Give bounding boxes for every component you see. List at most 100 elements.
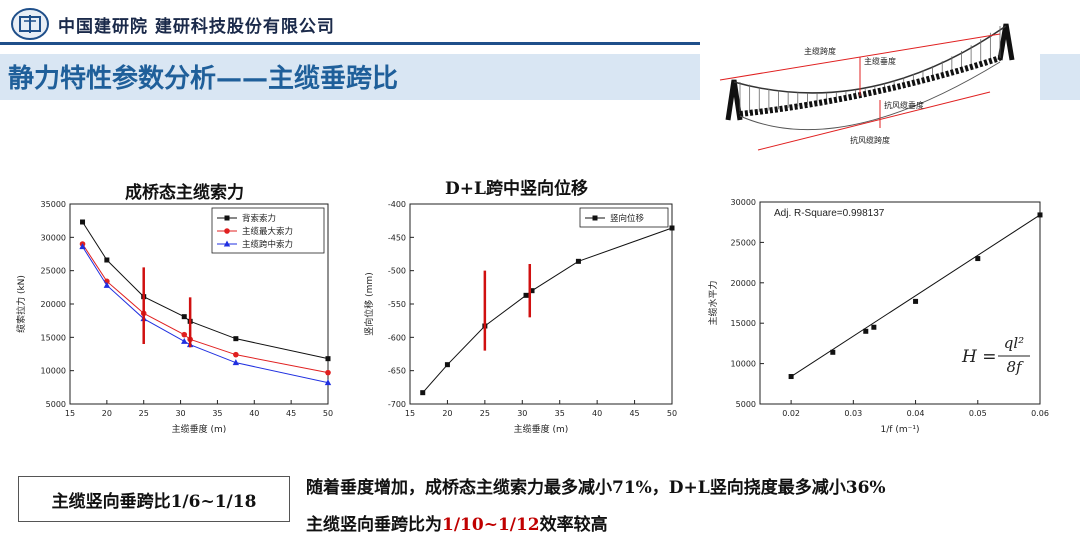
- x-tick-label: 25: [480, 409, 490, 418]
- sag-ratio-box: 主缆竖向垂跨比1/6~1/18: [18, 476, 290, 522]
- data-point: [325, 369, 331, 376]
- data-point: [233, 351, 239, 358]
- x-tick-label: 0.03: [844, 409, 862, 418]
- data-point: [523, 292, 529, 298]
- y-tick-label: 25000: [731, 238, 756, 247]
- data-point: [104, 257, 110, 263]
- chart-vertical-displacement: 15 20 25 30 35 40 45 50 -700 -650 -600 -550 -500 -450…: [363, 200, 677, 435]
- hangers: [739, 26, 1001, 114]
- x-axis-label: 主缆垂度 (m): [172, 423, 227, 435]
- conclusion-prefix: 主缆竖向垂跨比为: [306, 515, 442, 535]
- x-tick-label: 0.05: [969, 409, 987, 418]
- data-point: [232, 359, 240, 366]
- y-tick-label: 5000: [46, 400, 66, 409]
- y-tick-label: 25000: [41, 267, 66, 276]
- legend-box: [579, 207, 669, 228]
- data-point: [913, 298, 919, 304]
- legend-label: 竖向位移: [610, 213, 645, 224]
- data-point: [1037, 212, 1043, 218]
- header: 中国建研院 建研科技股份有限公司 静力特性参数分析——主缆垂跨比: [0, 0, 1080, 120]
- label-main-sag: 主缆垂度: [864, 56, 896, 66]
- fit-line: [790, 214, 1041, 377]
- y-tick-label: 15000: [731, 319, 756, 328]
- chart1-title: 成桥态主缆索力: [125, 183, 244, 203]
- x-tick-label: 45: [286, 409, 296, 418]
- label-wind-span: 抗风缆跨度: [850, 135, 890, 145]
- y-tick-label: -450: [388, 233, 406, 242]
- conclusion-suffix: 效率较高: [539, 515, 608, 535]
- data-point: [233, 336, 239, 342]
- x-axis-label: 主缆垂度 (m): [514, 423, 569, 435]
- formula-lhs: H =: [961, 347, 996, 367]
- logo-icon: [11, 8, 49, 40]
- bridge-diagram: 主缆跨度 主缆垂度 抗风缆垂度 抗风缆跨度: [719, 23, 1015, 151]
- conclusion-highlight: 1/10~1/12: [442, 515, 540, 535]
- data-point: [324, 379, 332, 386]
- x-tick-label: 25: [139, 409, 149, 418]
- data-point: [103, 281, 111, 288]
- wind-cable: [739, 61, 1001, 131]
- wind-span-line: [757, 91, 991, 151]
- y-tick-label: -600: [388, 333, 406, 342]
- x-tick-label: 20: [102, 409, 112, 418]
- data-point: [420, 390, 426, 396]
- legend-label: 主缆最大索力: [242, 226, 293, 237]
- x-tick-label: 15: [405, 409, 415, 418]
- x-tick-label: 35: [555, 409, 565, 418]
- data-point: [223, 240, 231, 247]
- chart-cable-force: 15 20 25 30 35 40 45 50 5000 10000 15000 20000 25000…: [15, 200, 333, 435]
- x-tick-label: 45: [629, 409, 639, 418]
- data-point: [669, 225, 675, 231]
- x-tick-label: 30: [517, 409, 527, 418]
- series-0: [788, 212, 1043, 380]
- data-point: [575, 258, 581, 264]
- legend-label: 背索索力: [242, 213, 276, 224]
- y-tick-label: -500: [388, 267, 406, 276]
- x-tick-label: 15: [65, 409, 75, 418]
- formula-numerator: ql²: [1004, 334, 1024, 352]
- conclusion-line-2: 主缆竖向垂跨比为1/10~1/12效率较高: [306, 510, 608, 535]
- y-tick-label: -700: [388, 400, 406, 409]
- label-wind-sag: 抗风缆垂度: [884, 100, 924, 110]
- data-point: [863, 328, 869, 334]
- y-axis-label: 竖向位移 (mm): [363, 272, 375, 335]
- y-tick-label: 20000: [731, 279, 756, 288]
- x-tick-label: 0.04: [907, 409, 925, 418]
- fit-annotation: Adj. R-Square=0.998137: [774, 208, 885, 219]
- data-point: [444, 362, 450, 368]
- chart2-title: D+L跨中竖向位移: [445, 179, 588, 199]
- y-tick-label: 15000: [41, 333, 66, 342]
- x-tick-label: 0.02: [782, 409, 800, 418]
- plot-frame: [759, 201, 1041, 405]
- x-tick-label: 20: [442, 409, 452, 418]
- x-tick-label: 0.06: [1031, 409, 1049, 418]
- y-tick-label: -400: [388, 200, 406, 209]
- data-point: [830, 349, 836, 355]
- y-tick-label: 20000: [41, 300, 66, 309]
- data-point: [181, 331, 188, 338]
- formula-denominator: 8f: [1006, 358, 1024, 376]
- sag-ratio-text: 主缆竖向垂跨比1/6~1/18: [51, 491, 257, 512]
- data-point: [181, 337, 188, 344]
- data-point: [975, 256, 981, 262]
- x-tick-label: 40: [249, 409, 259, 418]
- header-rule: [0, 42, 700, 45]
- y-tick-label: 30000: [41, 233, 66, 242]
- y-axis-label: 主缆水平力: [707, 280, 719, 325]
- data-point: [788, 374, 794, 380]
- org-name: 中国建研院 建研科技股份有限公司: [58, 16, 335, 37]
- label-main-span: 主缆跨度: [804, 46, 836, 56]
- data-point: [181, 314, 187, 320]
- y-tick-label: 30000: [731, 198, 756, 207]
- x-axis-label: 1/f (m⁻¹): [881, 425, 920, 435]
- x-tick-label: 35: [212, 409, 222, 418]
- data-point: [79, 243, 86, 250]
- bridge-towers: [725, 23, 1015, 121]
- title-band: [0, 54, 700, 100]
- data-point: [325, 356, 331, 362]
- data-point: [592, 215, 598, 221]
- data-point: [529, 288, 535, 294]
- data-point: [224, 215, 230, 221]
- conclusion-line-1: 随着垂度增加，成桥态主缆索力最多减小71%，D+L竖向挠度最多减小36%: [306, 478, 886, 498]
- series-2: [79, 243, 332, 386]
